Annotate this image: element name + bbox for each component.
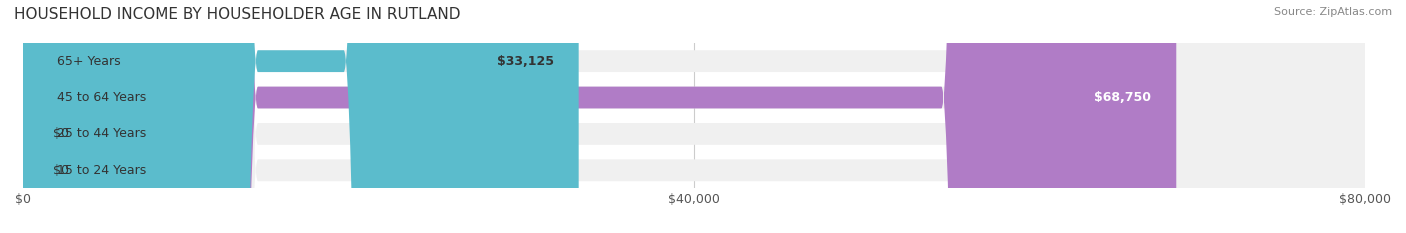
Text: 25 to 44 Years: 25 to 44 Years	[56, 127, 146, 140]
Text: $0: $0	[53, 127, 69, 140]
Text: 65+ Years: 65+ Years	[56, 55, 120, 68]
FancyBboxPatch shape	[22, 0, 1365, 233]
Text: 15 to 24 Years: 15 to 24 Years	[56, 164, 146, 177]
Text: Source: ZipAtlas.com: Source: ZipAtlas.com	[1274, 7, 1392, 17]
FancyBboxPatch shape	[22, 0, 1365, 233]
FancyBboxPatch shape	[22, 0, 1365, 233]
Text: HOUSEHOLD INCOME BY HOUSEHOLDER AGE IN RUTLAND: HOUSEHOLD INCOME BY HOUSEHOLDER AGE IN R…	[14, 7, 461, 22]
Text: $33,125: $33,125	[496, 55, 554, 68]
Text: $0: $0	[53, 164, 69, 177]
Text: $68,750: $68,750	[1094, 91, 1152, 104]
Text: 45 to 64 Years: 45 to 64 Years	[56, 91, 146, 104]
FancyBboxPatch shape	[22, 0, 1365, 233]
FancyBboxPatch shape	[22, 0, 579, 233]
FancyBboxPatch shape	[22, 0, 1177, 233]
